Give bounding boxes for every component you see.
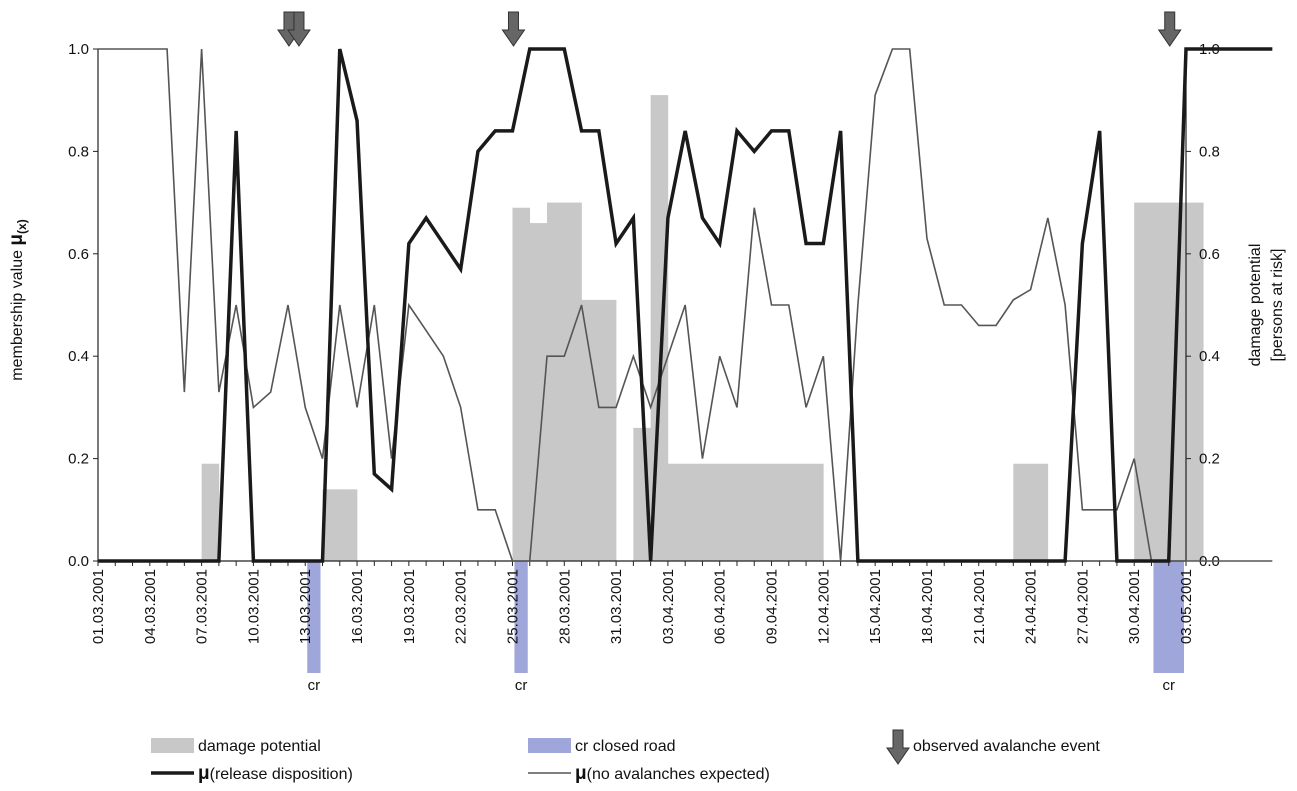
damage-bar bbox=[564, 202, 582, 561]
damage-bar bbox=[1186, 202, 1204, 561]
left-axis-title-subscript: (x) bbox=[15, 219, 29, 234]
legend-release-label: μ(release disposition) bbox=[198, 763, 353, 784]
damage-bar bbox=[736, 463, 755, 561]
no-avalanche-line bbox=[98, 48, 1273, 562]
avalanche-arrow-icon bbox=[501, 11, 526, 47]
membership-lines bbox=[98, 47, 1273, 563]
x-tick-label: 24.04.2001 bbox=[1023, 569, 1040, 644]
damage-bar bbox=[1134, 202, 1152, 561]
avalanche-arrow-icon bbox=[287, 11, 311, 47]
damage-bar bbox=[667, 463, 686, 561]
legend: damage potential μ(release disposition) … bbox=[151, 729, 1100, 784]
legend-closed-road-label: cr closed road bbox=[575, 738, 676, 755]
closed-road-label: cr bbox=[1162, 677, 1175, 694]
left-tick-label: 0.6 bbox=[68, 246, 89, 263]
x-tick-label: 10.03.2001 bbox=[245, 569, 262, 644]
x-tick-label: 16.03.2001 bbox=[349, 569, 366, 644]
left-tick-label: 0.0 bbox=[68, 553, 89, 570]
closed-road-layer: cr cr cr bbox=[307, 561, 1184, 694]
damage-bar bbox=[806, 463, 824, 561]
damage-bar bbox=[581, 299, 600, 561]
right-tick-label: 0.8 bbox=[1199, 143, 1220, 160]
damage-bar bbox=[1151, 202, 1170, 561]
left-axis-title: membership value μ(x) bbox=[6, 219, 29, 380]
closed-road-label: cr bbox=[308, 677, 321, 694]
x-tick-label: 19.03.2001 bbox=[401, 569, 418, 644]
x-tick-label: 03.05.2001 bbox=[1178, 569, 1195, 644]
closed-road-band bbox=[514, 561, 528, 673]
damage-bar bbox=[702, 463, 721, 561]
x-tick-label: 13.03.2001 bbox=[297, 569, 314, 644]
x-tick-label: 15.04.2001 bbox=[867, 569, 884, 644]
left-axis-title-prefix: membership value bbox=[9, 246, 26, 381]
closed-road-label: cr bbox=[515, 677, 528, 694]
damage-bar bbox=[1013, 463, 1031, 561]
legend-closed-road-swatch bbox=[528, 738, 571, 753]
left-tick-label: 0.2 bbox=[68, 451, 89, 468]
damage-bar bbox=[201, 463, 220, 561]
legend-damage-swatch bbox=[151, 738, 194, 753]
left-axis-title-symbol: μ bbox=[6, 234, 27, 246]
damage-potential-bars bbox=[201, 95, 1204, 561]
x-tick-label: 21.04.2001 bbox=[971, 569, 988, 644]
damage-bar bbox=[547, 202, 565, 561]
damage-bar bbox=[1030, 463, 1049, 561]
right-axis-title-line1: damage potential bbox=[1247, 244, 1264, 367]
x-tick-label: 03.04.2001 bbox=[660, 569, 677, 644]
x-tick-label: 28.03.2001 bbox=[556, 569, 573, 644]
x-tick-label: 22.03.2001 bbox=[453, 569, 470, 644]
closed-road-band bbox=[1153, 561, 1184, 673]
damage-bar bbox=[788, 463, 807, 561]
legend-no-avalanche-text: (no avalanches expected) bbox=[587, 766, 770, 783]
damage-bar bbox=[754, 463, 772, 561]
damage-bar bbox=[685, 463, 703, 561]
right-tick-label: 0.6 bbox=[1199, 246, 1220, 263]
damage-bar bbox=[512, 207, 531, 561]
damage-bar bbox=[719, 463, 738, 561]
avalanche-arrow-icon bbox=[1157, 11, 1182, 47]
left-tick-label: 0.4 bbox=[68, 348, 89, 365]
x-tick-label: 01.03.2001 bbox=[90, 569, 107, 644]
left-tick-label: 0.8 bbox=[68, 143, 89, 160]
avalanche-arrows bbox=[277, 11, 1182, 47]
x-tick-label: 27.04.2001 bbox=[1074, 569, 1091, 644]
x-tick-label: 25.03.2001 bbox=[504, 569, 521, 644]
x-tick-label: 12.04.2001 bbox=[815, 569, 832, 644]
damage-bar bbox=[529, 223, 548, 561]
legend-release-text: (release disposition) bbox=[210, 766, 353, 783]
legend-avalanche-label: observed avalanche event bbox=[913, 738, 1100, 755]
damage-bar bbox=[339, 489, 358, 561]
legend-avalanche-arrow-icon bbox=[886, 729, 910, 765]
damage-bar bbox=[322, 489, 341, 561]
damage-bar bbox=[771, 463, 790, 561]
legend-release-symbol: μ bbox=[198, 763, 210, 784]
x-tick-label: 04.03.2001 bbox=[142, 569, 159, 644]
x-tick-label: 09.04.2001 bbox=[764, 569, 781, 644]
x-tick-label: 31.03.2001 bbox=[608, 569, 625, 644]
x-tick-label: 07.03.2001 bbox=[194, 569, 211, 644]
x-tick-label: 30.04.2001 bbox=[1126, 569, 1143, 644]
x-tick-label: 06.04.2001 bbox=[712, 569, 729, 644]
legend-damage-label: damage potential bbox=[198, 738, 321, 755]
legend-no-avalanche-symbol: μ bbox=[575, 763, 587, 784]
right-tick-label: 0.2 bbox=[1199, 451, 1220, 468]
axes: 0.00.20.40.60.81.00.00.20.40.60.81.001.0… bbox=[68, 41, 1220, 644]
right-tick-label: 0.4 bbox=[1199, 348, 1220, 365]
right-axis-title-line2: [persons at risk] bbox=[1269, 249, 1286, 362]
left-tick-label: 1.0 bbox=[68, 41, 89, 58]
x-tick-label: 18.04.2001 bbox=[919, 569, 936, 644]
legend-no-avalanche-label: μ(no avalanches expected) bbox=[575, 763, 770, 784]
damage-bar bbox=[598, 299, 617, 561]
closed-road-band bbox=[307, 561, 321, 673]
release-disposition-line bbox=[98, 47, 1273, 563]
